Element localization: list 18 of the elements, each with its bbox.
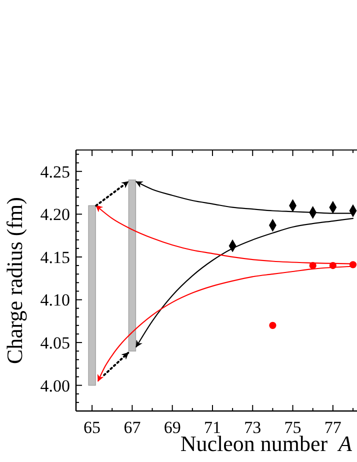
y-tick-label: 4.20 <box>40 205 70 224</box>
x-tick-label: 69 <box>164 418 181 437</box>
x-tick-label: 65 <box>84 418 101 437</box>
point <box>329 262 336 270</box>
y-axis-title: Charge radius (fm) <box>2 197 27 364</box>
x-tick-label: 73 <box>244 418 262 437</box>
y-tick-label: 4.05 <box>40 333 70 352</box>
y-tick-label: 4.15 <box>40 248 70 267</box>
x-tick-label: 67 <box>124 418 142 437</box>
y-tick-label: 4.00 <box>40 376 70 396</box>
point <box>349 261 357 268</box>
point <box>269 322 276 329</box>
point <box>309 262 316 270</box>
y-tick-label: 4.25 <box>40 162 70 182</box>
x-tick-label: 71 <box>204 418 221 437</box>
x-tick-label: 75 <box>284 418 302 437</box>
x-tick-label: 77 <box>324 418 342 437</box>
y-tick-label: 4.10 <box>40 290 70 310</box>
